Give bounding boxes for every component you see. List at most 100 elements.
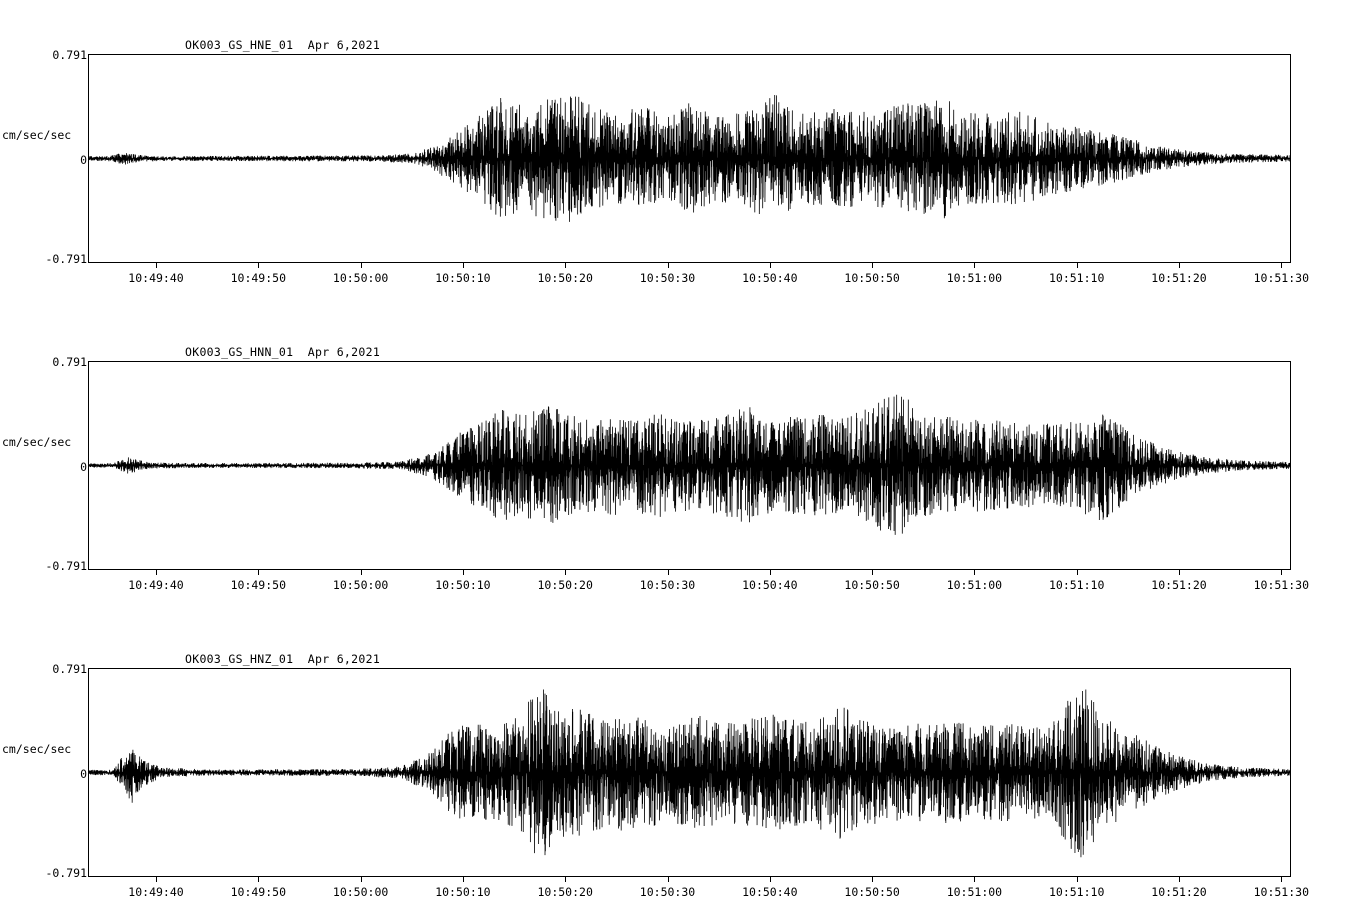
x-tick-mark (667, 570, 669, 575)
x-tick-mark (462, 263, 464, 268)
x-tick-mark (462, 570, 464, 575)
x-axis-hne: 10:49:40 10:49:50 10:50:00 10:50:10 10:50:20… (88, 263, 1309, 293)
x-tick-mark (1179, 570, 1180, 575)
y-tick-mid-hnn: 0 (80, 460, 87, 474)
y-axis-hnz: 0.791 cm/sec/sec 0 -0.791 (0, 622, 88, 922)
x-tick-label: 10:49:40 (128, 885, 184, 899)
x-tick-label: 10:51:10 (1048, 578, 1105, 592)
y-axis-hne: 0.791 cm/sec/sec 0 -0.791 (0, 8, 88, 308)
x-tick-mark (1076, 263, 1078, 268)
x-tick-label: 10:50:50 (844, 885, 900, 899)
x-tick-mark (872, 877, 874, 882)
x-tick-label: 10:50:50 (844, 578, 900, 592)
x-tick-mark (1076, 877, 1078, 882)
x-tick-label: 10:49:40 (128, 271, 184, 285)
x-tick-mark (258, 570, 260, 575)
x-tick-mark (156, 570, 157, 575)
x-tick-label: 10:51:10 (1048, 271, 1105, 285)
x-tick-label: 10:51:30 (1253, 885, 1309, 899)
x-tick-label: 10:51:30 (1253, 271, 1309, 285)
x-tick-label: 10:50:00 (332, 578, 389, 592)
x-tick-label: 10:50:30 (639, 885, 696, 899)
x-tick-label: 10:50:30 (639, 578, 696, 592)
x-tick-label: 10:51:00 (946, 885, 1003, 899)
y-axis-unit-hnn: cm/sec/sec (2, 435, 72, 449)
x-tick-label: 10:50:00 (332, 271, 389, 285)
plot-area-hnn (88, 361, 1291, 570)
x-tick-mark (258, 877, 260, 882)
y-tick-bottom-hnz: -0.791 (45, 866, 87, 880)
x-tick-mark (1179, 877, 1180, 882)
x-tick-mark (974, 877, 976, 882)
x-tick-label: 10:51:30 (1253, 578, 1309, 592)
panel-title-hnn: OK003_GS_HNN_01 Apr 6,2021 (185, 345, 381, 359)
x-tick-mark (769, 570, 771, 575)
y-tick-top-hne: 0.791 (52, 48, 87, 62)
x-tick-mark (258, 263, 260, 268)
x-tick-label: 10:50:10 (435, 885, 491, 899)
x-tick-label: 10:50:10 (435, 271, 491, 285)
seismogram-panel-hnn: OK003_GS_HNN_01 Apr 6,2021 0.791 cm/sec/… (0, 315, 1358, 615)
x-tick-mark (667, 263, 669, 268)
x-tick-label: 10:49:50 (230, 271, 286, 285)
x-tick-label: 10:50:20 (537, 578, 593, 592)
y-tick-top-hnn: 0.791 (52, 355, 87, 369)
x-tick-label: 10:50:40 (742, 578, 798, 592)
waveform-path (89, 395, 1290, 535)
x-tick-label: 10:51:00 (946, 578, 1003, 592)
x-tick-mark (974, 570, 976, 575)
waveform-path (89, 95, 1290, 222)
x-tick-mark (360, 570, 362, 575)
x-tick-mark (156, 263, 157, 268)
x-tick-label: 10:51:20 (1151, 578, 1207, 592)
x-tick-mark (769, 877, 771, 882)
x-tick-label: 10:50:40 (742, 885, 798, 899)
y-tick-mid-hnz: 0 (80, 767, 87, 781)
x-tick-label: 10:50:40 (742, 271, 798, 285)
x-axis-hnn: 10:49:40 10:49:50 10:50:00 10:50:10 10:50:20… (88, 570, 1309, 600)
y-axis-unit-hne: cm/sec/sec (2, 128, 72, 142)
seismogram-panel-hnz: OK003_GS_HNZ_01 Apr 6,2021 0.791 cm/sec/… (0, 622, 1358, 922)
x-tick-label: 10:51:20 (1151, 271, 1207, 285)
seismogram-panel-hne: OK003_GS_HNE_01 Apr 6,2021 0.791 cm/sec/… (0, 8, 1358, 308)
x-tick-mark (1281, 570, 1283, 575)
waveform-path (89, 689, 1290, 857)
x-tick-label: 10:51:00 (946, 271, 1003, 285)
x-tick-mark (872, 263, 874, 268)
plot-area-hne (88, 54, 1291, 263)
x-tick-label: 10:50:00 (332, 885, 389, 899)
y-axis-unit-hnz: cm/sec/sec (2, 742, 72, 756)
y-tick-top-hnz: 0.791 (52, 662, 87, 676)
x-tick-mark (872, 570, 874, 575)
x-tick-label: 10:49:50 (230, 578, 286, 592)
x-tick-label: 10:49:50 (230, 885, 286, 899)
waveform-trace-hnz (89, 669, 1290, 876)
x-tick-mark (1281, 263, 1283, 268)
y-tick-bottom-hnn: -0.791 (45, 559, 87, 573)
y-axis-hnn: 0.791 cm/sec/sec 0 -0.791 (0, 315, 88, 615)
x-tick-mark (565, 570, 567, 575)
x-tick-label: 10:51:20 (1151, 885, 1207, 899)
x-tick-mark (1281, 877, 1283, 882)
x-tick-label: 10:50:30 (639, 271, 696, 285)
y-tick-bottom-hne: -0.791 (45, 252, 87, 266)
x-tick-mark (360, 263, 362, 268)
x-tick-mark (360, 877, 362, 882)
panel-title-hne: OK003_GS_HNE_01 Apr 6,2021 (185, 38, 381, 52)
x-tick-label: 10:50:20 (537, 885, 593, 899)
waveform-trace-hnn (89, 362, 1290, 569)
x-tick-mark (1076, 570, 1078, 575)
x-axis-hnz: 10:49:40 10:49:50 10:50:00 10:50:10 10:50:20… (88, 877, 1309, 907)
x-tick-mark (769, 263, 771, 268)
x-tick-mark (974, 263, 976, 268)
x-tick-mark (667, 877, 669, 882)
x-tick-label: 10:50:50 (844, 271, 900, 285)
x-tick-label: 10:51:10 (1048, 885, 1105, 899)
panel-title-hnz: OK003_GS_HNZ_01 Apr 6,2021 (185, 652, 381, 666)
waveform-trace-hne (89, 55, 1290, 262)
plot-area-hnz (88, 668, 1291, 877)
y-tick-mid-hne: 0 (80, 153, 87, 167)
x-tick-label: 10:50:20 (537, 271, 593, 285)
x-tick-mark (565, 263, 567, 268)
